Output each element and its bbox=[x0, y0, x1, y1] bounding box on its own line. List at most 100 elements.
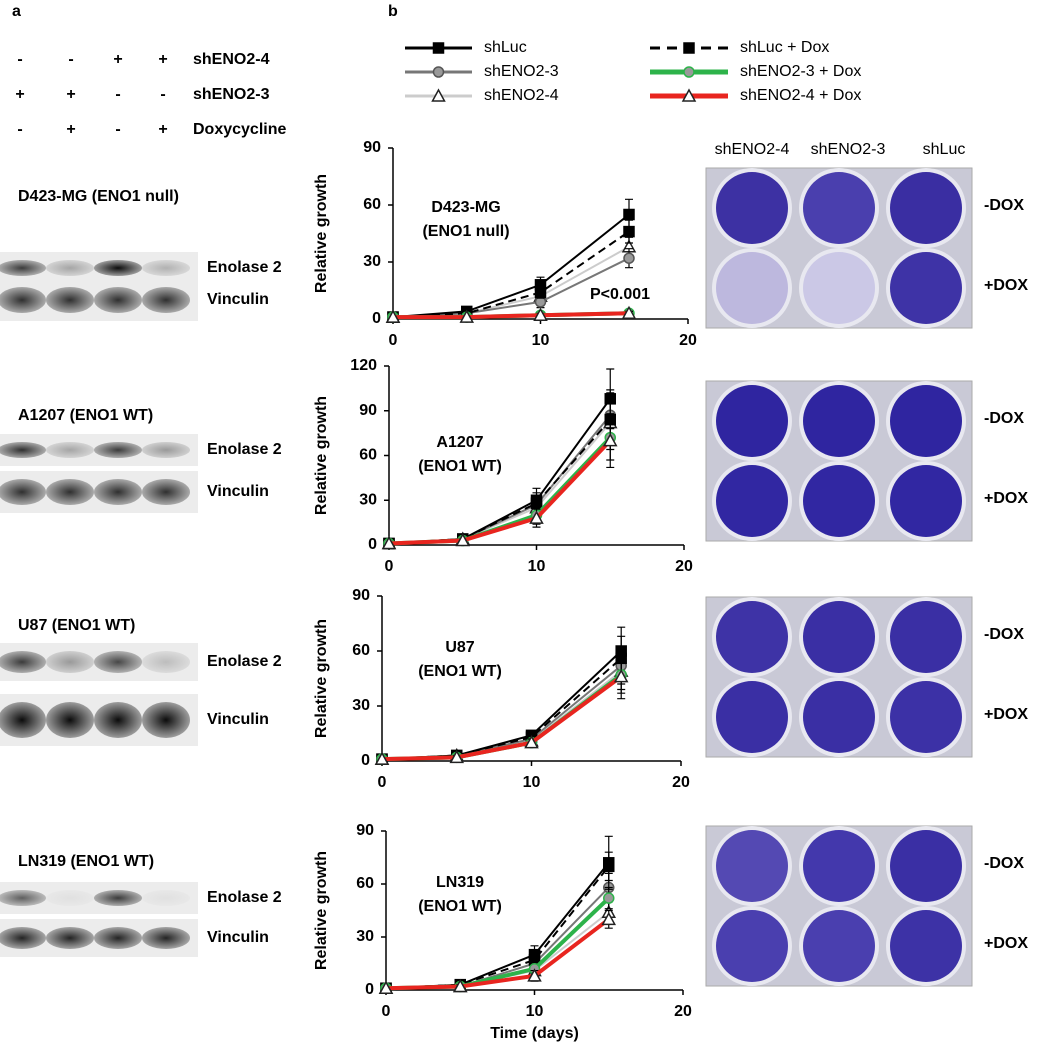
well bbox=[716, 830, 788, 902]
well bbox=[803, 172, 875, 244]
blot-band bbox=[94, 890, 142, 906]
panel-label: a bbox=[12, 3, 21, 20]
blot-band bbox=[94, 479, 142, 505]
blot-band bbox=[0, 287, 46, 313]
band-label: Enolase 2 bbox=[207, 889, 282, 906]
well bbox=[716, 910, 788, 982]
data-point bbox=[527, 968, 542, 982]
well bbox=[716, 601, 788, 673]
header-sign: - bbox=[115, 121, 120, 138]
header-label: shENO2-3 bbox=[193, 86, 270, 103]
data-point bbox=[455, 532, 471, 547]
well bbox=[890, 910, 962, 982]
well bbox=[803, 385, 875, 457]
data-point bbox=[603, 860, 615, 873]
y-tick-label: 60 bbox=[359, 447, 377, 464]
blot-title: LN319 (ENO1 WT) bbox=[18, 853, 154, 870]
series-line bbox=[388, 422, 612, 545]
band-label: Vinculin bbox=[207, 711, 269, 728]
data-point bbox=[621, 305, 637, 320]
chart-label: LN319 bbox=[436, 874, 484, 891]
x-tick-label: 0 bbox=[382, 1003, 391, 1020]
data-point bbox=[613, 669, 629, 683]
series-line bbox=[388, 419, 611, 545]
legend-label: shENO2-4 bbox=[484, 87, 559, 104]
panel-label: b bbox=[388, 3, 398, 20]
blot-band bbox=[0, 890, 46, 906]
chart-label: (ENO1 null) bbox=[422, 223, 509, 240]
data-point bbox=[452, 978, 468, 993]
blot-band bbox=[46, 260, 94, 276]
y-tick-label: 30 bbox=[356, 928, 374, 945]
blot-band bbox=[142, 442, 190, 458]
y-axis-label: Relative growth bbox=[313, 396, 330, 515]
well bbox=[716, 465, 788, 537]
band-label: Vinculin bbox=[207, 929, 269, 946]
blot-band bbox=[46, 479, 94, 505]
blot-band bbox=[46, 442, 94, 458]
blot-band bbox=[46, 702, 94, 738]
series-line bbox=[381, 675, 623, 762]
plate-column-label: shENO2-3 bbox=[811, 141, 886, 158]
legend-label: shENO2-4 + Dox bbox=[740, 87, 861, 104]
blot-band bbox=[94, 260, 142, 276]
band-label: Enolase 2 bbox=[207, 653, 282, 670]
legend-marker bbox=[683, 66, 695, 78]
blot-band bbox=[142, 702, 190, 738]
data-point bbox=[603, 892, 615, 904]
y-tick-label: 60 bbox=[356, 875, 374, 892]
chart-label: D423-MG bbox=[431, 199, 500, 216]
blot-band bbox=[94, 702, 142, 738]
blot-title: A1207 (ENO1 WT) bbox=[18, 407, 153, 424]
data-point bbox=[623, 252, 635, 264]
band-label: Enolase 2 bbox=[207, 259, 282, 276]
well bbox=[803, 465, 875, 537]
data-point bbox=[601, 911, 617, 926]
band-label: Vinculin bbox=[207, 291, 269, 308]
header-sign: + bbox=[113, 51, 122, 68]
y-tick-label: 30 bbox=[363, 253, 381, 270]
data-point bbox=[378, 980, 394, 994]
plate-row-label: +DOX bbox=[984, 277, 1028, 294]
series-line bbox=[385, 917, 610, 991]
well bbox=[716, 681, 788, 753]
header-sign: + bbox=[15, 86, 24, 103]
blot-band bbox=[46, 890, 94, 906]
legend-label: shLuc + Dox bbox=[740, 39, 829, 56]
header-sign: - bbox=[17, 51, 22, 68]
y-tick-label: 30 bbox=[352, 697, 370, 714]
y-tick-label: 0 bbox=[365, 981, 374, 998]
y-tick-label: 90 bbox=[352, 587, 370, 604]
blot-band bbox=[142, 651, 190, 673]
well bbox=[716, 385, 788, 457]
series-line bbox=[392, 230, 630, 319]
y-tick-label: 60 bbox=[352, 642, 370, 659]
series-line bbox=[385, 862, 610, 990]
legend-marker bbox=[432, 42, 445, 54]
blot-band bbox=[142, 287, 190, 313]
well bbox=[890, 681, 962, 753]
x-tick-label: 20 bbox=[679, 332, 697, 349]
blot-band bbox=[142, 927, 190, 949]
series-line bbox=[392, 213, 630, 319]
blot-band bbox=[142, 890, 190, 906]
well bbox=[803, 252, 875, 324]
plate-column-label: shENO2-4 bbox=[715, 141, 790, 158]
well bbox=[890, 601, 962, 673]
well bbox=[716, 252, 788, 324]
data-point bbox=[459, 309, 475, 323]
blot-band bbox=[94, 442, 142, 458]
plate-row-label: -DOX bbox=[984, 626, 1024, 643]
well bbox=[803, 681, 875, 753]
blot-band bbox=[94, 287, 142, 313]
x-tick-label: 10 bbox=[528, 558, 546, 575]
blot-band bbox=[0, 651, 46, 673]
legend-label: shENO2-3 + Dox bbox=[740, 63, 861, 80]
y-tick-label: 0 bbox=[361, 752, 370, 769]
x-tick-label: 20 bbox=[674, 1003, 692, 1020]
blot-band bbox=[94, 651, 142, 673]
y-tick-label: 90 bbox=[359, 402, 377, 419]
plate-row-label: +DOX bbox=[984, 490, 1028, 507]
y-tick-label: 60 bbox=[363, 196, 381, 213]
well bbox=[803, 830, 875, 902]
